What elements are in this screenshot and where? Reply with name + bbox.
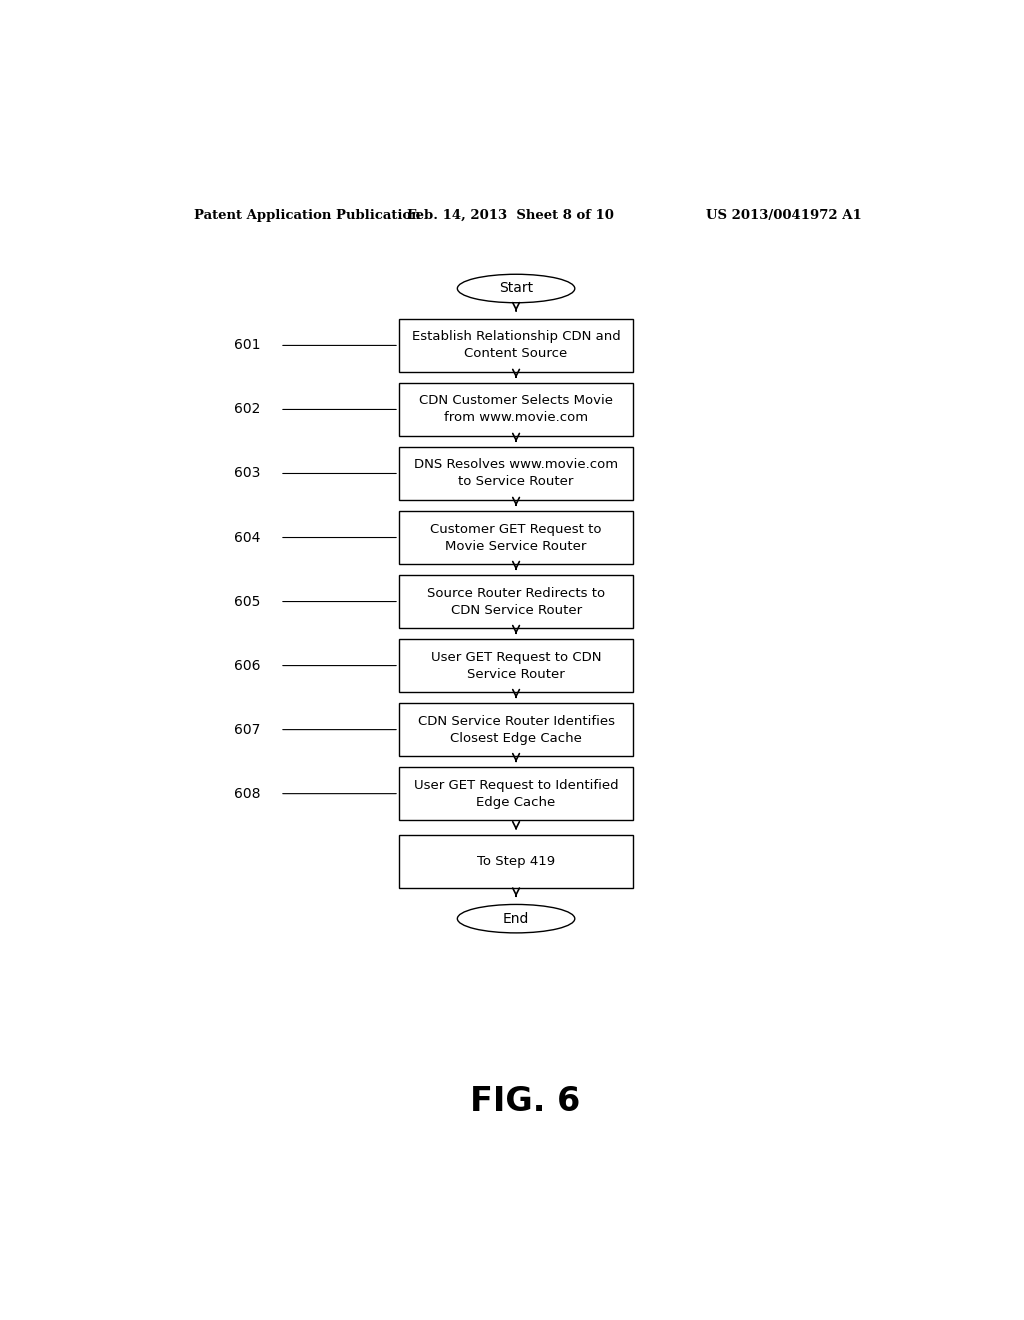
Text: 604: 604 xyxy=(233,531,260,545)
FancyBboxPatch shape xyxy=(399,576,633,628)
Text: FIG. 6: FIG. 6 xyxy=(470,1085,580,1118)
Text: CDN Service Router Identifies
Closest Edge Cache: CDN Service Router Identifies Closest Ed… xyxy=(418,714,614,744)
FancyBboxPatch shape xyxy=(399,704,633,756)
FancyBboxPatch shape xyxy=(399,447,633,500)
Ellipse shape xyxy=(458,904,574,933)
Text: Start: Start xyxy=(499,281,534,296)
Text: Feb. 14, 2013  Sheet 8 of 10: Feb. 14, 2013 Sheet 8 of 10 xyxy=(408,209,614,222)
Text: CDN Customer Selects Movie
from www.movie.com: CDN Customer Selects Movie from www.movi… xyxy=(419,395,613,425)
Text: 607: 607 xyxy=(233,722,260,737)
FancyBboxPatch shape xyxy=(399,319,633,372)
Text: Source Router Redirects to
CDN Service Router: Source Router Redirects to CDN Service R… xyxy=(427,586,605,616)
Text: User GET Request to Identified
Edge Cache: User GET Request to Identified Edge Cach… xyxy=(414,779,618,809)
Text: Patent Application Publication: Patent Application Publication xyxy=(194,209,421,222)
Text: User GET Request to CDN
Service Router: User GET Request to CDN Service Router xyxy=(431,651,601,681)
Text: 603: 603 xyxy=(233,466,260,480)
FancyBboxPatch shape xyxy=(399,639,633,692)
Text: 606: 606 xyxy=(233,659,260,673)
Text: Establish Relationship CDN and
Content Source: Establish Relationship CDN and Content S… xyxy=(412,330,621,360)
FancyBboxPatch shape xyxy=(399,383,633,436)
Text: US 2013/0041972 A1: US 2013/0041972 A1 xyxy=(706,209,861,222)
Text: 602: 602 xyxy=(233,403,260,416)
Text: 608: 608 xyxy=(233,787,260,801)
Text: To Step 419: To Step 419 xyxy=(477,855,555,869)
Text: End: End xyxy=(503,912,529,925)
Text: 601: 601 xyxy=(233,338,260,352)
FancyBboxPatch shape xyxy=(399,511,633,564)
Ellipse shape xyxy=(458,275,574,302)
Text: 605: 605 xyxy=(233,594,260,609)
FancyBboxPatch shape xyxy=(399,836,633,888)
Text: DNS Resolves www.movie.com
to Service Router: DNS Resolves www.movie.com to Service Ro… xyxy=(414,458,618,488)
FancyBboxPatch shape xyxy=(399,767,633,820)
Text: Customer GET Request to
Movie Service Router: Customer GET Request to Movie Service Ro… xyxy=(430,523,602,553)
